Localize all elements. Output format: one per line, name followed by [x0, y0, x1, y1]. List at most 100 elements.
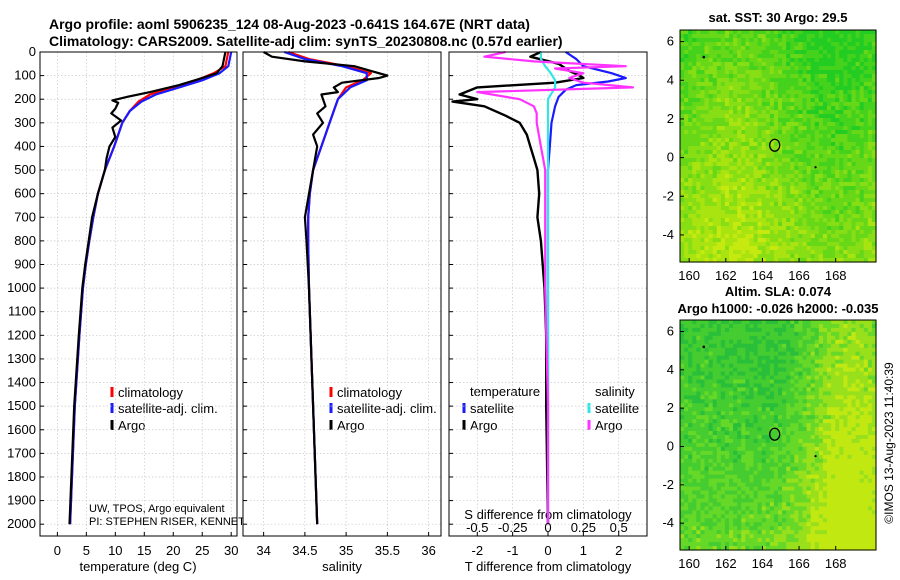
heatmap-cell: [712, 190, 718, 195]
heatmap-cell: [753, 194, 759, 199]
heatmap-cell: [814, 222, 820, 227]
heatmap-cell: [871, 351, 877, 357]
heatmap-cell: [855, 238, 861, 243]
heatmap-cell: [790, 82, 795, 87]
heatmap-cell: [835, 226, 840, 231]
heatmap-cell: [704, 466, 710, 472]
heatmap-cell: [802, 403, 808, 408]
heatmap-cell: [724, 42, 730, 47]
heatmap-cell: [851, 46, 857, 51]
heatmap-cell: [729, 114, 734, 119]
heatmap-cell: [729, 399, 734, 404]
heatmap-cell: [859, 435, 865, 440]
heatmap-cell: [786, 375, 791, 381]
salinity-axes-frame: [242, 51, 442, 537]
heatmap-cell: [798, 94, 804, 99]
heatmap-cell: [802, 86, 808, 91]
heatmap-cell: [692, 62, 697, 67]
heatmap-cell: [773, 186, 779, 191]
heatmap-cell: [843, 419, 849, 424]
heatmap-cell: [708, 478, 714, 484]
heatmap-cell: [810, 343, 816, 349]
heatmap-cell: [822, 454, 828, 460]
heatmap-cell: [794, 419, 800, 424]
heatmap-cell: [757, 327, 763, 333]
heatmap-cell: [684, 478, 689, 484]
heatmap-cell: [741, 90, 746, 95]
heatmap-cell: [818, 210, 824, 215]
heatmap-cell: [786, 90, 791, 95]
heatmap-cell: [741, 419, 746, 424]
heatmap-cell: [782, 102, 787, 107]
heatmap-cell: [810, 38, 816, 43]
heatmap-cell: [696, 403, 702, 408]
heatmap-cell: [847, 46, 853, 51]
heatmap-cell: [810, 427, 816, 432]
heatmap-cell: [814, 435, 820, 440]
heatmap-cell: [835, 327, 840, 333]
heatmap-cell: [786, 78, 791, 83]
heatmap-cell: [729, 110, 734, 115]
heatmap-cell: [859, 355, 865, 361]
heatmap-cell: [831, 118, 836, 123]
heatmap-cell: [778, 154, 783, 159]
heatmap-cell: [863, 254, 869, 259]
heatmap-cell: [733, 54, 738, 59]
heatmap-cell: [794, 54, 800, 59]
heatmap-cell: [859, 258, 865, 263]
heatmap-cell: [835, 403, 840, 408]
heatmap-cell: [720, 158, 726, 163]
heatmap-cell: [859, 327, 865, 333]
heatmap-cell: [712, 335, 718, 341]
heatmap-cell: [745, 66, 751, 71]
heatmap-cell: [806, 194, 812, 199]
heatmap-cell: [847, 454, 853, 460]
heatmap-cell: [753, 230, 759, 235]
heatmap-cell: [778, 122, 783, 127]
heatmap-cell: [724, 258, 730, 263]
heatmap-cell: [708, 407, 714, 412]
heatmap-cell: [741, 226, 746, 231]
heatmap-cell: [847, 331, 853, 337]
heatmap-cell: [778, 186, 783, 191]
heatmap-cell: [851, 202, 857, 207]
heatmap-cell: [684, 74, 689, 79]
heatmap-cell: [867, 343, 873, 349]
heatmap-cell: [737, 258, 742, 263]
heatmap-cell: [704, 250, 710, 255]
heatmap-cell: [814, 46, 820, 51]
heatmap-cell: [818, 226, 824, 231]
heatmap-cell: [684, 150, 689, 155]
heatmap-cell: [745, 379, 751, 385]
heatmap-cell: [810, 415, 816, 420]
heatmap-cell: [855, 446, 861, 452]
heatmap-cell: [749, 130, 755, 135]
heatmap-cell: [806, 222, 812, 227]
heatmap-cell: [851, 246, 857, 251]
heatmap-cell: [692, 335, 697, 341]
heatmap-cell: [729, 166, 734, 171]
heatmap-cell: [810, 407, 816, 412]
heatmap-cell: [794, 190, 800, 195]
heatmap-cell: [810, 106, 816, 111]
heatmap-cell: [871, 174, 877, 179]
heatmap-cell: [814, 98, 820, 103]
heatmap-cell: [737, 254, 742, 259]
heatmap-cell: [814, 90, 820, 95]
heatmap-cell: [843, 202, 849, 207]
x-tick-label: 20: [166, 543, 180, 558]
heatmap-cell: [867, 50, 873, 55]
heatmap-cell: [720, 446, 726, 452]
heatmap-cell: [729, 106, 734, 111]
heatmap-cell: [855, 142, 861, 147]
heatmap-cell: [704, 411, 710, 416]
heatmap-cell: [831, 375, 836, 381]
heatmap-cell: [700, 238, 706, 243]
heatmap-cell: [741, 166, 746, 171]
heatmap-cell: [839, 190, 844, 195]
heatmap-cell: [798, 66, 804, 71]
heatmap-cell: [871, 134, 877, 139]
heatmap-cell: [716, 34, 722, 39]
heatmap-cell: [745, 431, 751, 436]
heatmap-cell: [712, 226, 718, 231]
